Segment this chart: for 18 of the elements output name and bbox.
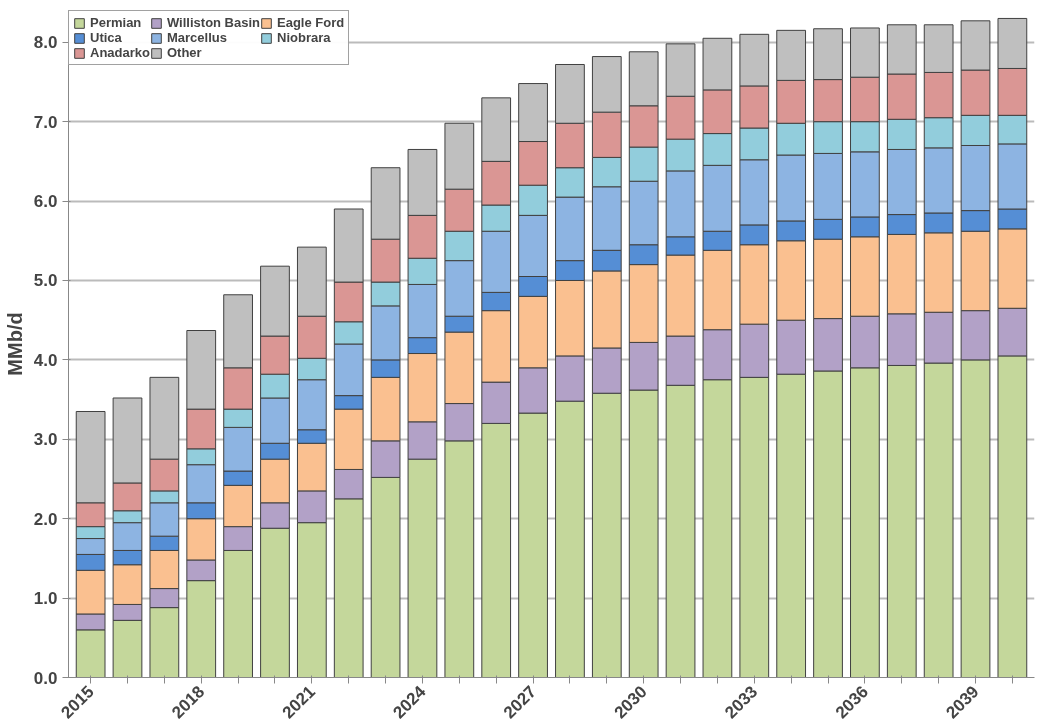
legend-label: Permian — [90, 15, 142, 30]
y-tick-label: 7.0 — [33, 112, 58, 132]
legend-label: Niobrara — [277, 30, 331, 45]
legend-label: Utica — [90, 30, 122, 45]
y-tick-label: 1.0 — [33, 589, 58, 609]
y-tick-label: 2.0 — [33, 509, 58, 529]
legend-label: Other — [166, 45, 202, 60]
y-tick-label: 0.0 — [33, 668, 58, 688]
y-tick-label: 6.0 — [33, 192, 58, 212]
legend-label: Williston Basin — [166, 15, 261, 30]
y-axis-title: MMb/d — [3, 312, 26, 376]
legend-label: Anadarko — [90, 45, 150, 60]
y-tick-label: 8.0 — [33, 33, 58, 53]
legend-label: Marcellus — [166, 30, 227, 45]
y-tick-label: 3.0 — [33, 430, 58, 450]
y-tick-label: 4.0 — [33, 350, 58, 370]
legend-label: Eagle Ford — [277, 15, 345, 30]
y-tick-label: 5.0 — [33, 271, 58, 291]
